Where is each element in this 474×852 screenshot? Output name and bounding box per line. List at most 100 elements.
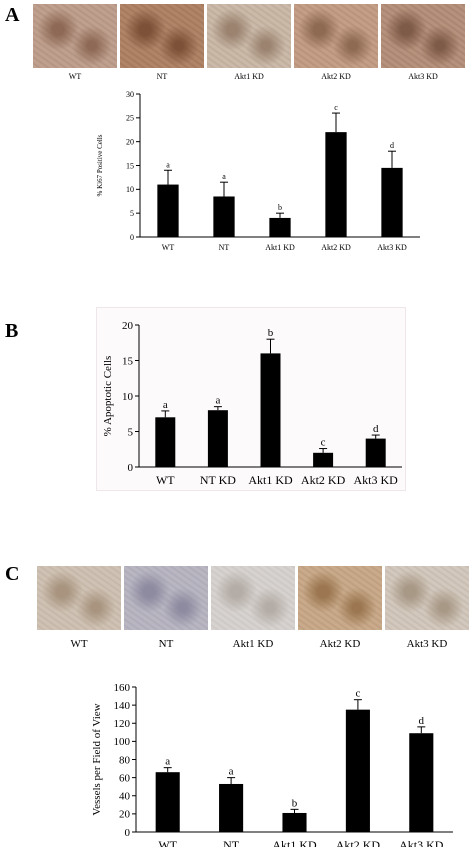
panel-a-letter: A [5,4,20,26]
panel-c-letter: C [5,563,20,585]
micrograph-label: Akt2 KD [321,72,351,81]
micrograph-nt [120,4,204,68]
significance-letter: a [166,160,170,169]
significance-letter: b [268,327,274,339]
y-tick-label: 20 [119,809,131,821]
bar [313,452,334,467]
y-tick-label: 30 [126,90,134,99]
x-tick-label: Akt3 KD [399,838,444,847]
x-tick-label: NT [223,838,240,847]
bar [269,217,291,237]
ki67-chart: 0 5 10 15 20 25 30 % Ki67 Positive Cells a WT a NT b… [90,86,420,256]
y-tick-label: 0 [128,462,134,474]
significance-letter: d [373,423,379,435]
significance-letter: b [292,797,298,809]
micrograph-akt3-kd [385,566,469,630]
micrograph-label: NT [156,72,168,81]
y-tick-label: 140 [114,700,131,712]
y-tick-label: 60 [119,772,131,784]
x-tick-label: WT [162,243,175,252]
y-tick-label: 5 [128,426,134,438]
micrograph-label: Akt3 KD [408,72,438,81]
y-axis-title: Vessels per Field of View [91,703,103,815]
x-tick-label: NT [219,243,230,252]
micrograph-wt [37,566,121,630]
x-tick-label: Akt2 KD [336,838,381,847]
y-tick-label: 80 [119,754,131,766]
y-tick-label: 25 [126,114,134,123]
y-tick-label: 15 [126,161,134,170]
panel-c-micrographs [37,566,472,630]
y-tick-label: 40 [119,791,131,803]
y-tick-label: 10 [122,391,134,403]
bar [260,353,281,467]
micrograph-wt [33,4,117,68]
apoptosis-chart-svg: 0 5 10 15 20 % Apoptotic Cells a WT a NT KD b Akt1 … [102,320,402,487]
significance-letter: a [165,756,170,768]
y-tick-label: 20 [126,137,134,146]
y-tick-label: 0 [130,233,134,242]
micrograph-label: Akt2 KD [319,638,361,650]
significance-letter: a [163,399,168,411]
x-tick-label: Akt3 KD [354,473,399,487]
bar [381,167,403,237]
bar [282,812,307,832]
y-tick-label: 160 [114,682,131,694]
micrograph-akt1-kd [207,4,291,68]
micrograph-akt1-kd [211,566,295,630]
micrograph-label: WT [70,638,88,650]
micrograph-akt2-kd [294,4,378,68]
vessels-chart-svg: 0 20 40 60 80 100 120 140 160 Vessels per Field o… [91,682,453,852]
micrograph-label: Akt1 KD [232,638,274,650]
x-tick-label: WT [158,838,177,847]
y-tick-label: 120 [114,718,131,730]
significance-letter: d [419,715,425,727]
y-axis-title: % Apoptotic Cells [102,356,114,437]
x-tick-label: WT [156,473,175,487]
y-tick-label: 10 [126,185,134,194]
bar [345,709,370,832]
apoptosis-chart: 0 5 10 15 20 % Apoptotic Cells a WT a NT KD b Akt1 … [96,307,406,491]
significance-letter: c [334,103,338,112]
bar [365,438,386,467]
y-tick-label: 15 [122,355,134,367]
panel-b-letter: B [5,320,19,342]
micrograph-label: Akt1 KD [234,72,264,81]
bar [157,184,179,237]
x-tick-label: Akt1 KD [248,473,293,487]
micrograph-label: NT [158,638,174,650]
bar [325,132,347,237]
micrograph-label: Akt3 KD [406,638,448,650]
bar [155,417,176,467]
significance-letter: a [215,395,220,407]
x-tick-label: NT KD [200,473,236,487]
panel-a-micrographs [33,4,468,68]
bar [219,783,244,832]
bar [155,772,180,832]
micrograph-label: WT [68,72,82,81]
significance-letter: d [390,141,394,150]
micrograph-akt3-kd [381,4,465,68]
x-tick-label: Akt1 KD [272,838,317,847]
ki67-chart-svg: 0 5 10 15 20 25 30 % Ki67 Positive Cells a WT a NT b… [96,90,420,252]
micrograph-nt [124,566,208,630]
x-tick-label: Akt3 KD [377,243,407,252]
significance-letter: b [278,203,282,212]
bar [409,733,434,832]
x-tick-label: Akt1 KD [265,243,295,252]
significance-letter: c [321,437,326,449]
micrograph-akt2-kd [298,566,382,630]
y-tick-label: 100 [114,736,131,748]
significance-letter: a [222,172,226,181]
bar [207,410,228,467]
x-tick-label: Akt2 KD [301,473,346,487]
y-tick-label: 5 [130,209,134,218]
y-tick-label: 0 [125,827,131,839]
y-tick-label: 20 [122,320,134,332]
y-axis-title: % Ki67 Positive Cells [96,134,104,196]
vessels-chart: 0 20 40 60 80 100 120 140 160 Vessels per Field o… [86,678,456,852]
bar [213,196,235,237]
significance-letter: c [355,688,360,700]
x-tick-label: Akt2 KD [321,243,351,252]
significance-letter: a [229,766,234,778]
